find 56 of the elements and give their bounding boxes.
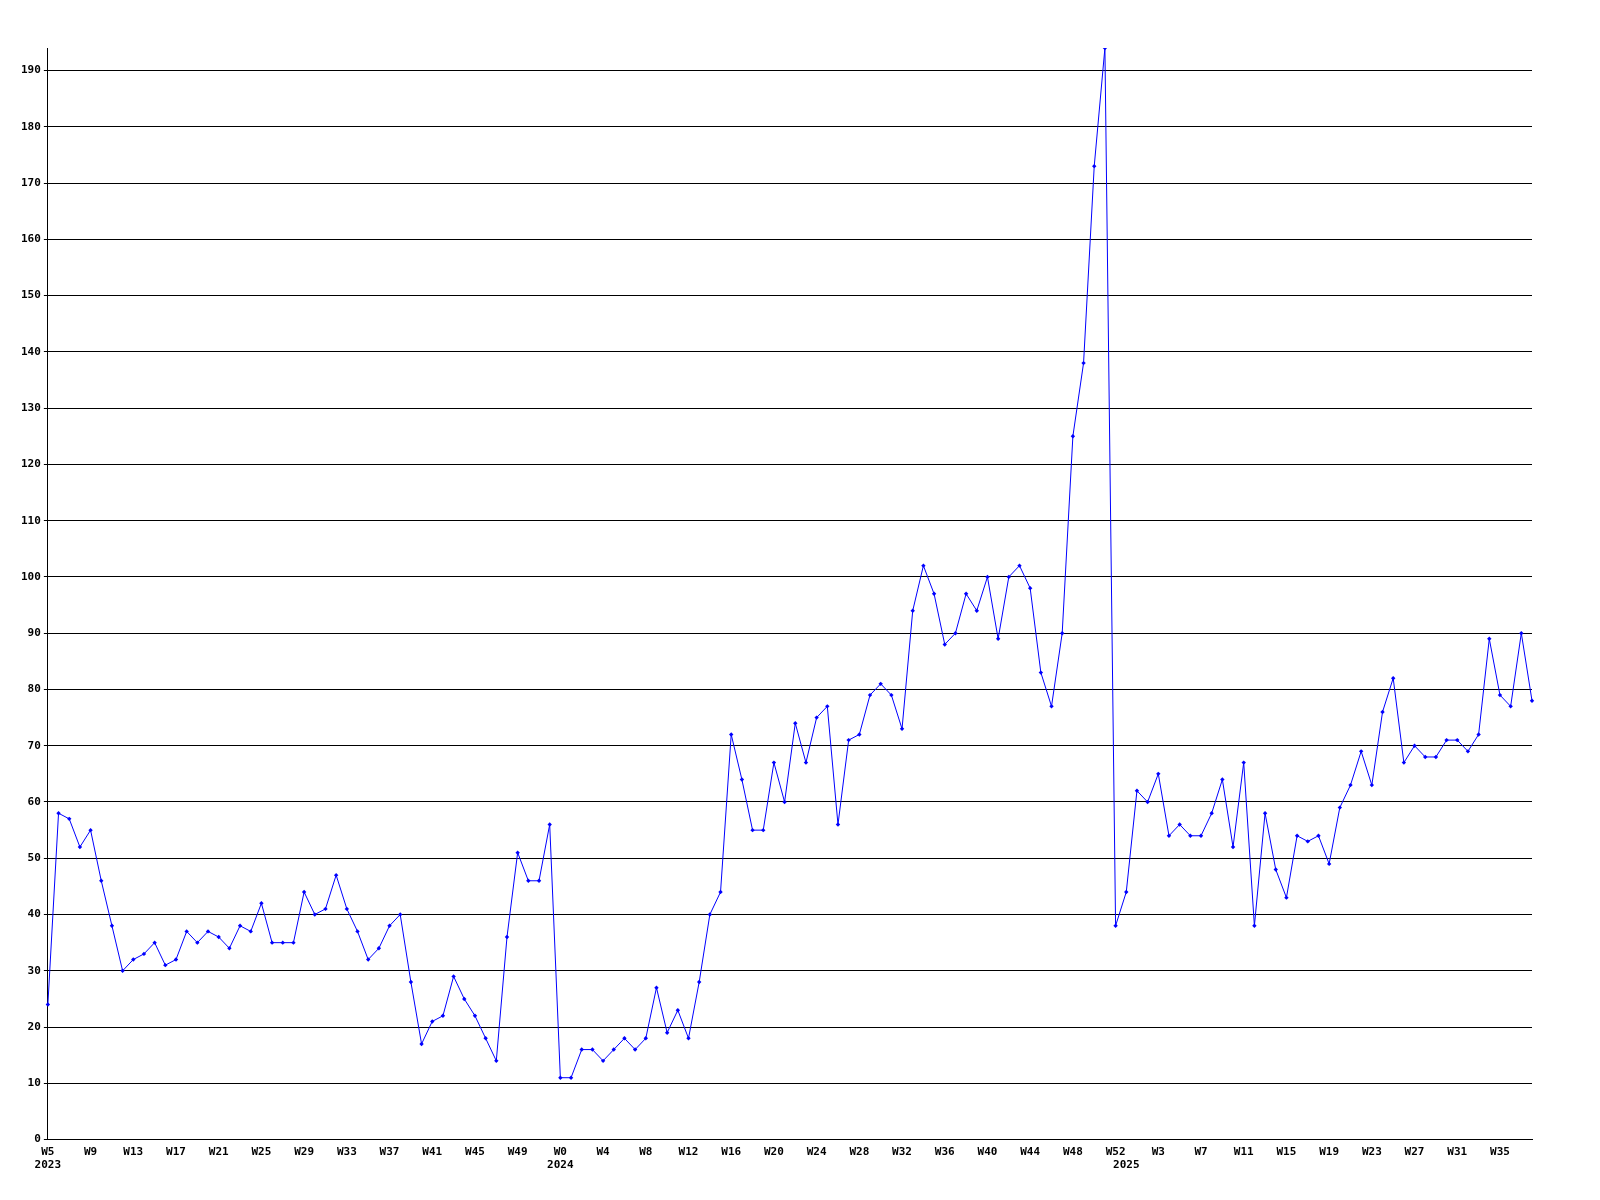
y-tick-label: 140 [20,344,41,358]
y-tick-label: 70 [27,738,41,752]
x-tick-label: W33 [336,1145,357,1159]
y-tick-label: 180 [20,119,41,133]
x-tick-label: W11 [1233,1145,1255,1159]
x-tick-label: W13 [123,1145,144,1159]
x-tick-label: W17 [166,1145,186,1159]
x-tick-label: W27 [1404,1145,1425,1159]
x-tick-label: W12 [678,1145,699,1159]
x-tick-label: W19 [1319,1145,1340,1159]
x-tick-label: W29 [294,1145,315,1159]
y-tick-label: 90 [27,626,41,640]
x-tick-label: W31 [1447,1145,1468,1159]
y-tick-label: 50 [27,851,41,865]
y-tick-label: 100 [20,569,41,583]
x-tick-label: W15 [1276,1145,1297,1159]
x-tick-label: W52 [1105,1145,1126,1159]
x-tick-label: W40 [977,1145,998,1159]
x-tick-label: W9 [83,1145,98,1159]
x-tick-label: W44 [1020,1145,1041,1159]
y-tick-label: 60 [27,794,41,808]
y-tick-label: 120 [20,457,41,471]
y-tick-label: 20 [27,1019,41,1033]
x-tick-label: W24 [806,1145,827,1159]
x-tick-label: W8 [639,1145,653,1159]
x-tick-label: W35 [1490,1145,1510,1159]
x-tick-label: W23 [1361,1145,1382,1159]
y-tick-label: 150 [20,288,41,302]
x-tick-label: W5 2023 [34,1145,62,1172]
x-tick-label: W41 [422,1145,443,1159]
x-tick-label: 2025 [1113,1158,1140,1172]
y-tick-label: 30 [27,963,41,977]
x-tick-label: W4 [596,1145,611,1159]
x-tick-label: W48 [1062,1145,1083,1159]
y-tick-label: 160 [20,232,41,246]
x-tick-label: W49 [507,1145,528,1159]
x-tick-label: W37 [379,1145,400,1159]
x-tick-label: W0 2024 [547,1145,574,1172]
x-tick-label: W45 [465,1145,485,1159]
y-tick-label: 130 [20,400,41,414]
x-tick-label: W32 [892,1145,912,1159]
y-tick-label: 170 [20,175,41,189]
x-tick-label: W25 [251,1145,272,1159]
x-tick-label: W21 [208,1145,230,1159]
x-tick-label: W7 [1194,1145,1208,1159]
x-tick-label: W20 [763,1145,784,1159]
y-tick-label: 80 [27,682,41,696]
y-tick-label: 0 [34,1132,41,1146]
x-tick-label: W16 [721,1145,742,1159]
x-tick-label: W28 [849,1145,870,1159]
y-tick-label: 190 [20,63,41,77]
y-tick-label: 110 [20,513,41,527]
x-tick-label: W3 [1151,1145,1165,1159]
x-tick-label: W36 [934,1145,956,1159]
y-tick-label: 40 [27,907,41,921]
y-tick-label: 10 [27,1076,41,1090]
